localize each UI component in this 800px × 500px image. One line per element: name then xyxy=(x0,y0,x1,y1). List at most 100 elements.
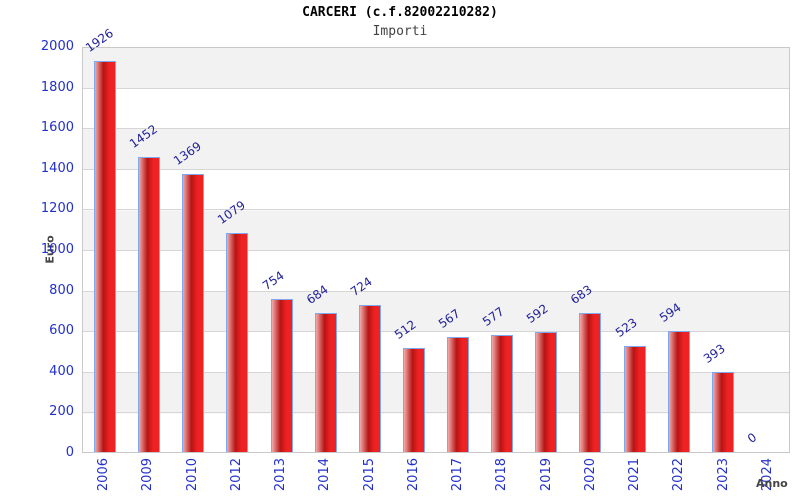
x-tick-label: 2012 xyxy=(215,458,259,491)
bar-slot: 512 xyxy=(392,48,436,452)
gridline xyxy=(83,128,789,130)
gridline xyxy=(83,209,789,211)
bar-value-label: 577 xyxy=(480,304,507,329)
x-tick-label-text: 2023 xyxy=(715,458,731,492)
bar xyxy=(314,313,337,452)
bar-value-label: 1369 xyxy=(171,139,205,169)
y-tick-label: 1200 xyxy=(40,201,74,217)
x-tick-label-text: 2014 xyxy=(317,458,333,492)
x-tick-label: 2006 xyxy=(82,458,126,491)
x-tick-label-text: 2019 xyxy=(538,458,554,492)
bar-slot: 1452 xyxy=(127,48,171,452)
x-axis-tick-labels: 2006 2009 2010 2012 2013 2014 2015 2016 2017 2018… xyxy=(82,458,790,500)
bar-value-label: 0 xyxy=(744,430,760,446)
x-tick-label: 2018 xyxy=(480,458,524,491)
bar xyxy=(447,336,470,452)
y-tick-label: 400 xyxy=(49,363,74,379)
bar xyxy=(579,313,602,452)
bar-value-label: 393 xyxy=(700,341,728,367)
bar-slot: 724 xyxy=(348,48,392,452)
x-tick-label-text: 2021 xyxy=(627,458,643,492)
x-axis-title: Anno xyxy=(756,477,788,490)
x-tick-label: 2013 xyxy=(259,458,303,491)
bar-slot: 1079 xyxy=(215,48,259,452)
chart-subtitle: Importi xyxy=(372,24,428,39)
y-tick-label: 1400 xyxy=(40,160,74,176)
y-tick-label: 800 xyxy=(49,282,74,298)
plot-area: 1926 1452 1369 1079 754 684 724 512 567 577 592 683… xyxy=(82,26,790,453)
bar-value-label: 684 xyxy=(303,282,331,308)
bar xyxy=(226,232,249,452)
bar-slot: 684 xyxy=(304,48,348,452)
x-tick-label-text: 2016 xyxy=(405,458,421,492)
bar-value-label: 1079 xyxy=(215,197,249,227)
bar xyxy=(623,345,646,452)
bar-value-label: 512 xyxy=(391,317,419,343)
bar xyxy=(94,61,117,452)
x-tick-label-text: 2017 xyxy=(450,458,466,492)
x-tick-label: 2023 xyxy=(702,458,746,491)
x-tick-label: 2021 xyxy=(613,458,657,491)
x-tick-label-text: 2018 xyxy=(494,458,510,492)
x-tick-label: 2016 xyxy=(392,458,436,491)
x-tick-label: 2017 xyxy=(436,458,480,491)
y-tick-label: 1000 xyxy=(40,242,74,257)
gridline xyxy=(83,371,789,373)
x-tick-label: 2009 xyxy=(126,458,170,491)
x-tick-label: 2020 xyxy=(569,458,613,491)
gridline xyxy=(83,168,789,170)
x-tick-label-text: 2022 xyxy=(671,458,687,492)
x-tick-label-text: 2010 xyxy=(184,458,200,492)
bar-slot: 567 xyxy=(436,48,480,452)
bar-value-label: 594 xyxy=(656,300,684,326)
bar-slot: 577 xyxy=(480,48,524,452)
y-tick-label: 1600 xyxy=(40,120,74,136)
x-tick-label-text: 2009 xyxy=(140,458,156,492)
gridline xyxy=(83,331,789,333)
bar-value-label: 567 xyxy=(436,306,463,331)
bar xyxy=(270,298,293,452)
bar xyxy=(711,372,734,452)
bar-value-label: 1452 xyxy=(127,122,161,152)
bars-container: 1926 1452 1369 1079 754 684 724 512 567 577 592 683… xyxy=(83,26,789,452)
bar-slot: 0 xyxy=(745,48,789,452)
bar-slot: 1926 xyxy=(83,26,127,452)
bar xyxy=(402,348,425,452)
gridline xyxy=(83,250,789,251)
bar xyxy=(138,157,161,452)
bar-slot: 1369 xyxy=(171,48,215,452)
y-tick-label: 2000 xyxy=(40,39,74,54)
chart-title: CARCERI (c.f.82002210282) xyxy=(302,5,498,20)
x-tick-label-text: 2012 xyxy=(228,458,244,492)
bar-slot: 523 xyxy=(613,48,657,452)
bar-value-label: 523 xyxy=(612,315,640,340)
x-tick-label: 2019 xyxy=(525,458,569,491)
x-tick-label-text: 2006 xyxy=(96,458,112,492)
x-tick-label-text: 2020 xyxy=(582,458,598,492)
x-tick-label-text: 2013 xyxy=(273,458,289,492)
bar-slot: 683 xyxy=(568,48,612,452)
bar-slot: 393 xyxy=(701,48,745,452)
gridline xyxy=(83,290,789,292)
bar xyxy=(491,334,514,452)
bar-value-label: 592 xyxy=(524,301,552,326)
bar-slot: 754 xyxy=(260,48,304,452)
x-tick-label-text: 2015 xyxy=(361,458,377,492)
bar xyxy=(182,174,205,452)
bar-value-label: 724 xyxy=(347,274,375,300)
y-tick-label: 200 xyxy=(49,404,74,420)
gridline xyxy=(83,87,789,89)
y-tick-label: 0 xyxy=(65,445,74,460)
bar xyxy=(358,305,381,452)
bar-slot: 594 xyxy=(657,48,701,452)
x-tick-label: 2014 xyxy=(303,458,347,491)
y-tick-label: 1800 xyxy=(40,79,74,95)
y-tick-label: 600 xyxy=(49,323,74,339)
gridline xyxy=(83,412,789,414)
bar xyxy=(667,331,690,452)
bar-slot: 592 xyxy=(524,48,568,452)
bar xyxy=(535,331,558,452)
x-tick-label: 2010 xyxy=(171,458,215,491)
x-tick-label: 2015 xyxy=(348,458,392,491)
